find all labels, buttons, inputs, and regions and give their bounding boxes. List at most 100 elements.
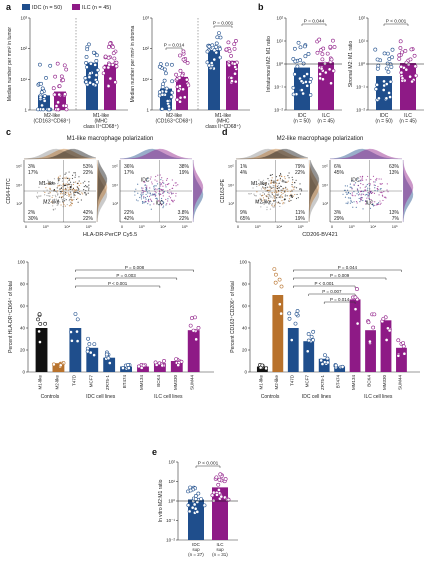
flow-event xyxy=(359,201,361,203)
flow-event xyxy=(63,194,65,196)
data-point xyxy=(108,76,113,81)
flow-event xyxy=(349,197,352,199)
flow-event xyxy=(265,182,267,184)
data-point xyxy=(384,96,389,101)
flow-event xyxy=(262,200,264,202)
data-point xyxy=(305,349,310,354)
data-point xyxy=(38,95,43,100)
flow-event xyxy=(285,186,287,188)
data-point xyxy=(382,51,387,56)
flow-event xyxy=(60,187,62,190)
flow-event xyxy=(357,184,359,187)
data-point xyxy=(88,61,93,66)
quadrant-value: 22% xyxy=(83,170,94,176)
flow-event xyxy=(372,205,375,207)
flow-event xyxy=(280,197,282,199)
flow-event xyxy=(271,179,273,181)
bar xyxy=(272,295,284,372)
flow-event xyxy=(57,193,59,195)
data-point xyxy=(233,79,238,84)
flow-event xyxy=(45,183,47,185)
flow-event xyxy=(140,198,143,200)
quadrant-value: 3% xyxy=(28,164,36,170)
median-bar xyxy=(104,64,116,110)
y-tick-label: 10³ xyxy=(20,16,27,21)
flow-event xyxy=(365,185,367,187)
flow-event xyxy=(55,190,57,192)
data-point xyxy=(376,63,381,68)
significance-bracket xyxy=(75,277,178,280)
data-point xyxy=(230,79,234,83)
flow-event xyxy=(40,195,42,197)
data-point xyxy=(39,90,44,95)
data-point xyxy=(111,45,115,50)
panel-title: M2-like macrophage polarization xyxy=(277,136,364,142)
y-tick-label: 1 xyxy=(24,108,27,113)
data-point xyxy=(409,47,414,52)
data-point xyxy=(377,96,381,101)
flow-event xyxy=(359,187,361,189)
flow-event xyxy=(358,197,360,200)
flow-event xyxy=(281,200,283,202)
data-point xyxy=(75,317,80,322)
flow-event xyxy=(66,203,68,206)
flow-event xyxy=(344,185,346,187)
data-point xyxy=(387,57,392,61)
flow-event xyxy=(351,194,353,196)
y-tick-label: 10³ xyxy=(142,16,149,21)
flow-event xyxy=(64,205,66,207)
flow-event xyxy=(143,196,145,198)
flow-event xyxy=(351,201,353,204)
flow-event xyxy=(55,196,57,198)
flow-event xyxy=(50,201,53,203)
flow-event xyxy=(377,188,379,191)
flow-event xyxy=(292,195,294,197)
flow-event xyxy=(276,185,279,188)
flow-event xyxy=(154,188,157,190)
flow-event xyxy=(47,179,49,181)
data-point xyxy=(293,59,298,64)
histogram-top xyxy=(119,148,193,160)
data-point xyxy=(181,57,186,62)
data-point xyxy=(196,491,201,496)
flow-event xyxy=(165,179,168,181)
flow-event xyxy=(278,187,280,189)
flow-event xyxy=(137,200,139,202)
flow-event xyxy=(56,200,58,202)
flow-event xyxy=(146,195,149,197)
flow-event xyxy=(357,190,359,192)
flow-event xyxy=(141,189,143,191)
flow-event xyxy=(248,193,250,195)
x-category-label: M1-like xyxy=(38,375,43,390)
data-point xyxy=(87,75,92,79)
flow-event xyxy=(296,193,298,196)
flow-event xyxy=(378,194,380,196)
flow-event xyxy=(74,191,76,194)
flow-event xyxy=(69,198,71,201)
x-category-label: BT474 xyxy=(122,375,127,389)
histogram-top xyxy=(329,148,403,160)
data-point xyxy=(164,89,169,94)
flow-event xyxy=(279,177,282,179)
flow-event xyxy=(382,199,384,202)
flow-event xyxy=(143,181,145,183)
flow-event xyxy=(68,205,71,207)
flow-y-tick: 10³ xyxy=(16,201,22,206)
flow-event xyxy=(271,203,273,206)
data-point xyxy=(301,61,306,66)
flow-event xyxy=(160,183,162,185)
flow-event xyxy=(155,197,157,200)
flow-event xyxy=(163,201,165,203)
data-point xyxy=(308,77,313,81)
data-point xyxy=(412,53,417,58)
data-point xyxy=(355,287,359,291)
data-point xyxy=(292,72,297,77)
flow-event xyxy=(379,200,381,202)
data-point xyxy=(308,93,313,97)
flow-event xyxy=(267,189,270,192)
data-point xyxy=(396,353,401,358)
flow-event xyxy=(156,180,158,182)
histogram-right xyxy=(96,159,108,223)
flow-event xyxy=(66,181,69,183)
flow-event xyxy=(88,184,90,186)
